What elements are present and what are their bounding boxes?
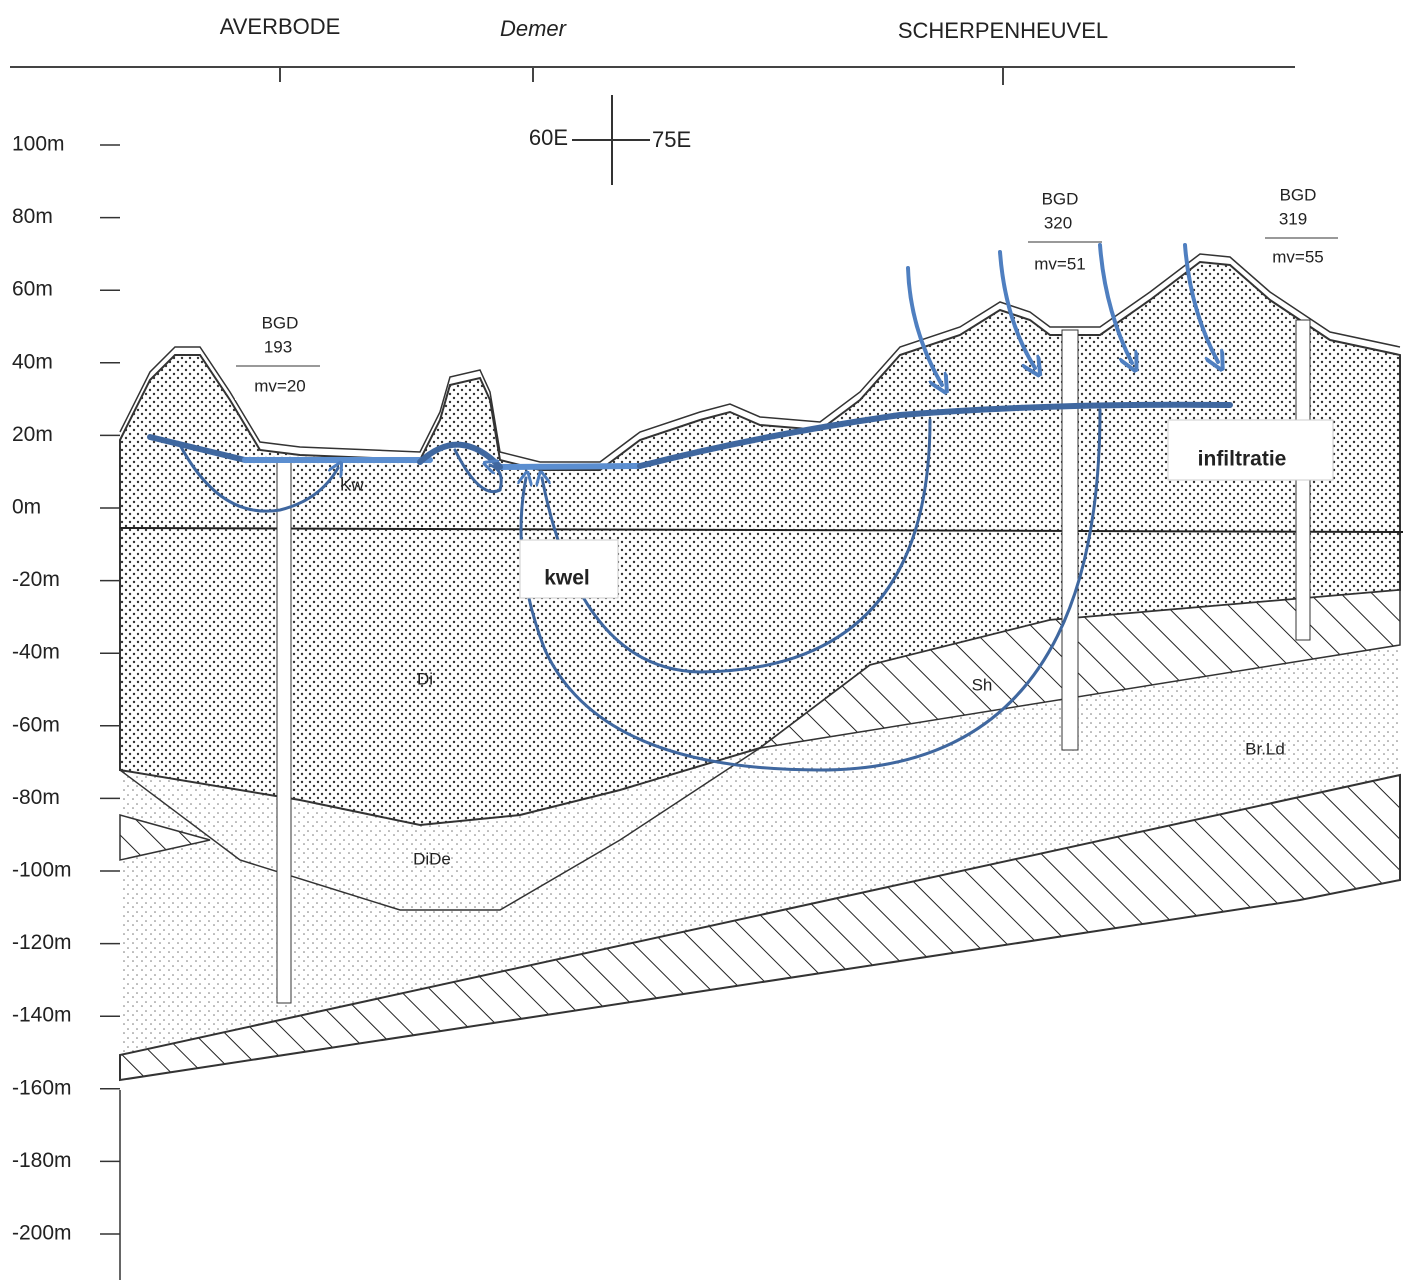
borehole-number: 319 <box>1279 209 1307 228</box>
borehole-name: BGD <box>262 313 299 332</box>
infiltration-arrow <box>1183 243 1218 362</box>
header: AVERBODE Demer SCHERPENHEUVEL 60E 75E <box>10 14 1295 185</box>
orientation-label: 75E <box>652 127 691 152</box>
annotation: kwel <box>544 567 590 590</box>
layer-label: Kw <box>340 475 364 494</box>
left-clay <box>119 814 211 861</box>
orientation-label: 60E <box>529 125 568 150</box>
borehole-surface: mv=20 <box>254 376 306 395</box>
infiltration-arrow <box>998 250 1035 368</box>
flow-line <box>453 448 503 493</box>
depth-label: 80m <box>12 205 53 228</box>
annotation-box <box>519 539 619 599</box>
depth-label: -40m <box>12 641 60 664</box>
depth-label: -140m <box>12 1004 72 1027</box>
place: SCHERPENHEUVEL <box>898 18 1108 43</box>
water-table <box>147 434 248 463</box>
flow-line <box>178 443 338 513</box>
geology: Kw Di DiDe Sh Br.Ld <box>119 253 1403 1082</box>
depth-label: -160m <box>12 1076 72 1099</box>
layer-label: DiDe <box>413 849 451 868</box>
depth-axis: 100m 80m 60m 40m 20m 0m -20m -40m -60m -80m -100m -… <box>12 133 121 1280</box>
layer-label: Br.Ld <box>1245 739 1285 758</box>
surface-line <box>119 253 1401 463</box>
light-sand <box>120 645 1400 1055</box>
base-clay <box>119 773 1401 1082</box>
layer-label: Sh <box>972 675 993 694</box>
depth-label: 20m <box>12 423 53 446</box>
borehole-surface: mv=55 <box>1272 247 1324 266</box>
didel-boundary <box>119 747 761 911</box>
depth-label: -60m <box>12 713 60 736</box>
borehole-labels: BGD 193 mv=20 BGD 320 mv=51 BGD 319 mv=5… <box>235 185 1338 400</box>
layer-label: Di <box>417 669 433 688</box>
borehole <box>1061 329 1079 751</box>
infiltration-arrow <box>1098 243 1132 363</box>
zero-line <box>119 527 1403 533</box>
depth-label: -20m <box>12 568 60 591</box>
depth-label: 60m <box>12 278 53 301</box>
depth-label: -120m <box>12 931 72 954</box>
borehole-name: BGD <box>1042 189 1079 208</box>
sh-clay <box>759 589 1401 749</box>
depth-label: -100m <box>12 859 72 882</box>
depth-label: -80m <box>12 786 60 809</box>
groundwater: kwel infiltratie <box>147 243 1334 772</box>
infiltration-arrow <box>906 266 942 385</box>
depth-label: 40m <box>12 350 53 373</box>
depth-label: -180m <box>12 1149 72 1172</box>
depth-label: 0m <box>12 496 41 519</box>
place: Demer <box>500 16 568 41</box>
borehole-name: BGD <box>1280 185 1317 204</box>
label-bg <box>1020 185 1105 275</box>
depth-label: -200m <box>12 1222 72 1245</box>
label-bg <box>235 310 330 400</box>
depth-label: 100m <box>12 133 65 156</box>
borehole-number: 320 <box>1044 213 1072 232</box>
borehole-surface: mv=51 <box>1034 254 1086 273</box>
borehole-number: 193 <box>264 337 292 356</box>
place: AVERBODE <box>220 14 341 39</box>
borehole <box>276 459 292 1004</box>
annotation-box <box>1167 419 1334 481</box>
annotation: infiltratie <box>1198 448 1287 471</box>
